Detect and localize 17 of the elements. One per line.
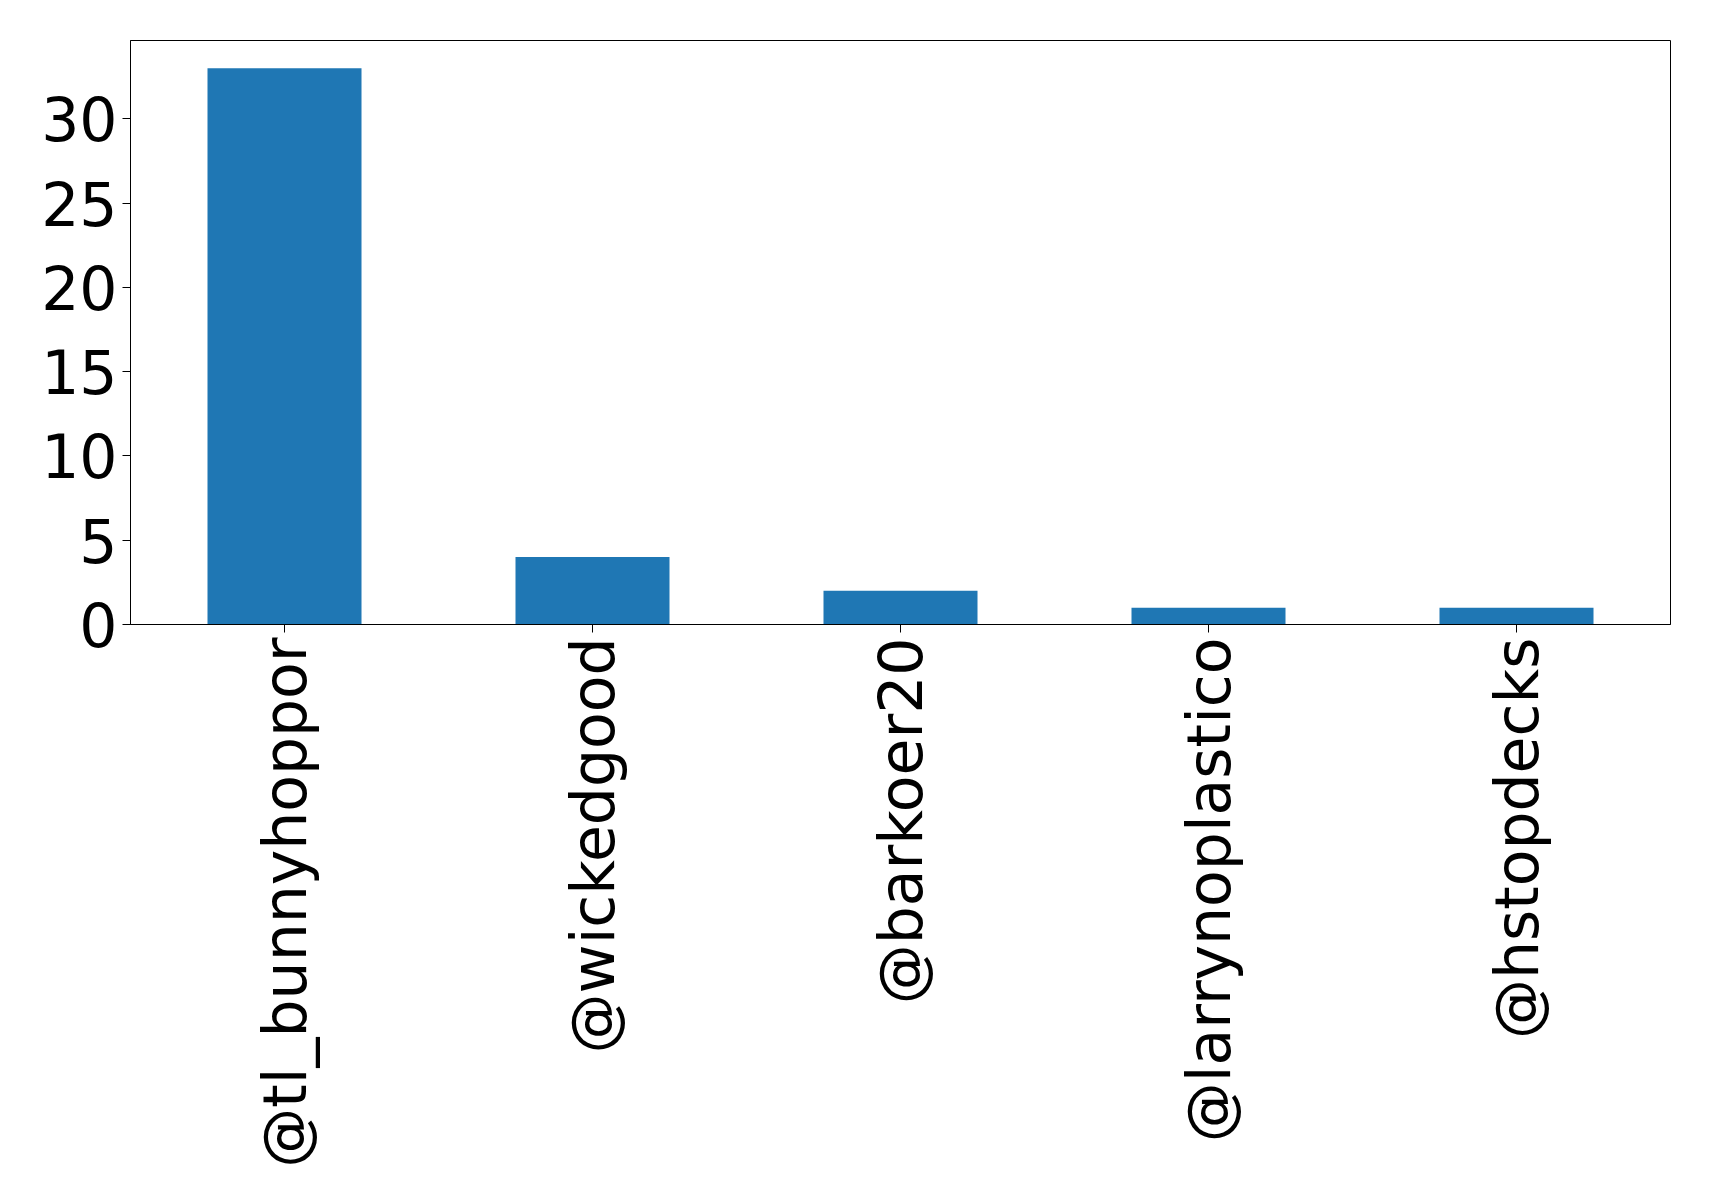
y-tick-label: 20 xyxy=(41,253,118,324)
y-tick-label: 10 xyxy=(41,422,118,493)
y-tick-label: 15 xyxy=(41,338,118,409)
x-tick-label: @hstopdecks xyxy=(1481,637,1552,1040)
y-tick-label: 25 xyxy=(41,169,118,240)
bar xyxy=(823,590,978,625)
bar xyxy=(1131,607,1286,625)
y-tick-label: 30 xyxy=(41,85,118,156)
bar xyxy=(515,557,670,625)
y-tick-label: 0 xyxy=(79,591,118,661)
x-tick-label: @tl_bunnyhoppor xyxy=(249,637,320,1168)
bar xyxy=(207,68,362,625)
bar xyxy=(1439,607,1594,625)
x-tick-label: @larrynoplastico xyxy=(1173,637,1244,1143)
x-tick-label: @barkoer20 xyxy=(865,637,936,1005)
x-tick-label: @wickedgood xyxy=(557,637,628,1054)
y-tick-label: 5 xyxy=(79,506,118,577)
